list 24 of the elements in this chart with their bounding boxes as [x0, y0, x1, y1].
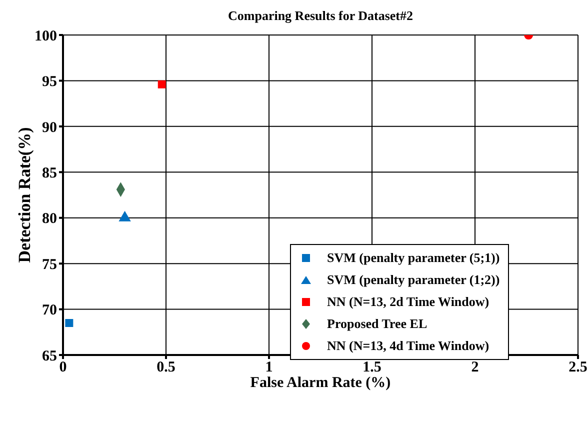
x-axis-title: False Alarm Rate (%) [250, 375, 391, 391]
point [65, 319, 74, 327]
chart-title: Comparing Results for Dataset#2 [227, 8, 414, 24]
y-tick-label: 95 [42, 74, 57, 90]
legend-label: SVM (penalty parameter (5;1)) [327, 250, 500, 266]
y-tick-label: 100 [34, 28, 57, 44]
x-tick-label: 1.5 [362, 360, 382, 376]
legend-label: SVM (penalty parameter (1;2)) [327, 272, 500, 288]
legend-label: Proposed Tree EL [327, 316, 428, 332]
y-tick-label: 75 [42, 256, 57, 273]
x-tick-label: 1 [265, 360, 273, 376]
point [158, 80, 166, 88]
x-tick-label: 2 [471, 360, 479, 376]
y-tick-label: 70 [42, 302, 57, 319]
y-tick-label: 80 [42, 211, 57, 228]
y-tick-label: 65 [42, 348, 57, 364]
legend-label: NN (N=13, 2d Time Window) [327, 294, 490, 310]
legend-label: NN (N=13, 4d Time Window) [327, 338, 490, 354]
x-tick-label: 2.5 [568, 360, 588, 376]
x-tick-label: 0.5 [156, 360, 176, 376]
x-tick-label: 0 [59, 360, 67, 376]
y-axis-title: Detection Rate(%) [15, 127, 34, 263]
y-tick-label: 90 [42, 120, 57, 136]
y-tick-label: 85 [42, 165, 57, 182]
